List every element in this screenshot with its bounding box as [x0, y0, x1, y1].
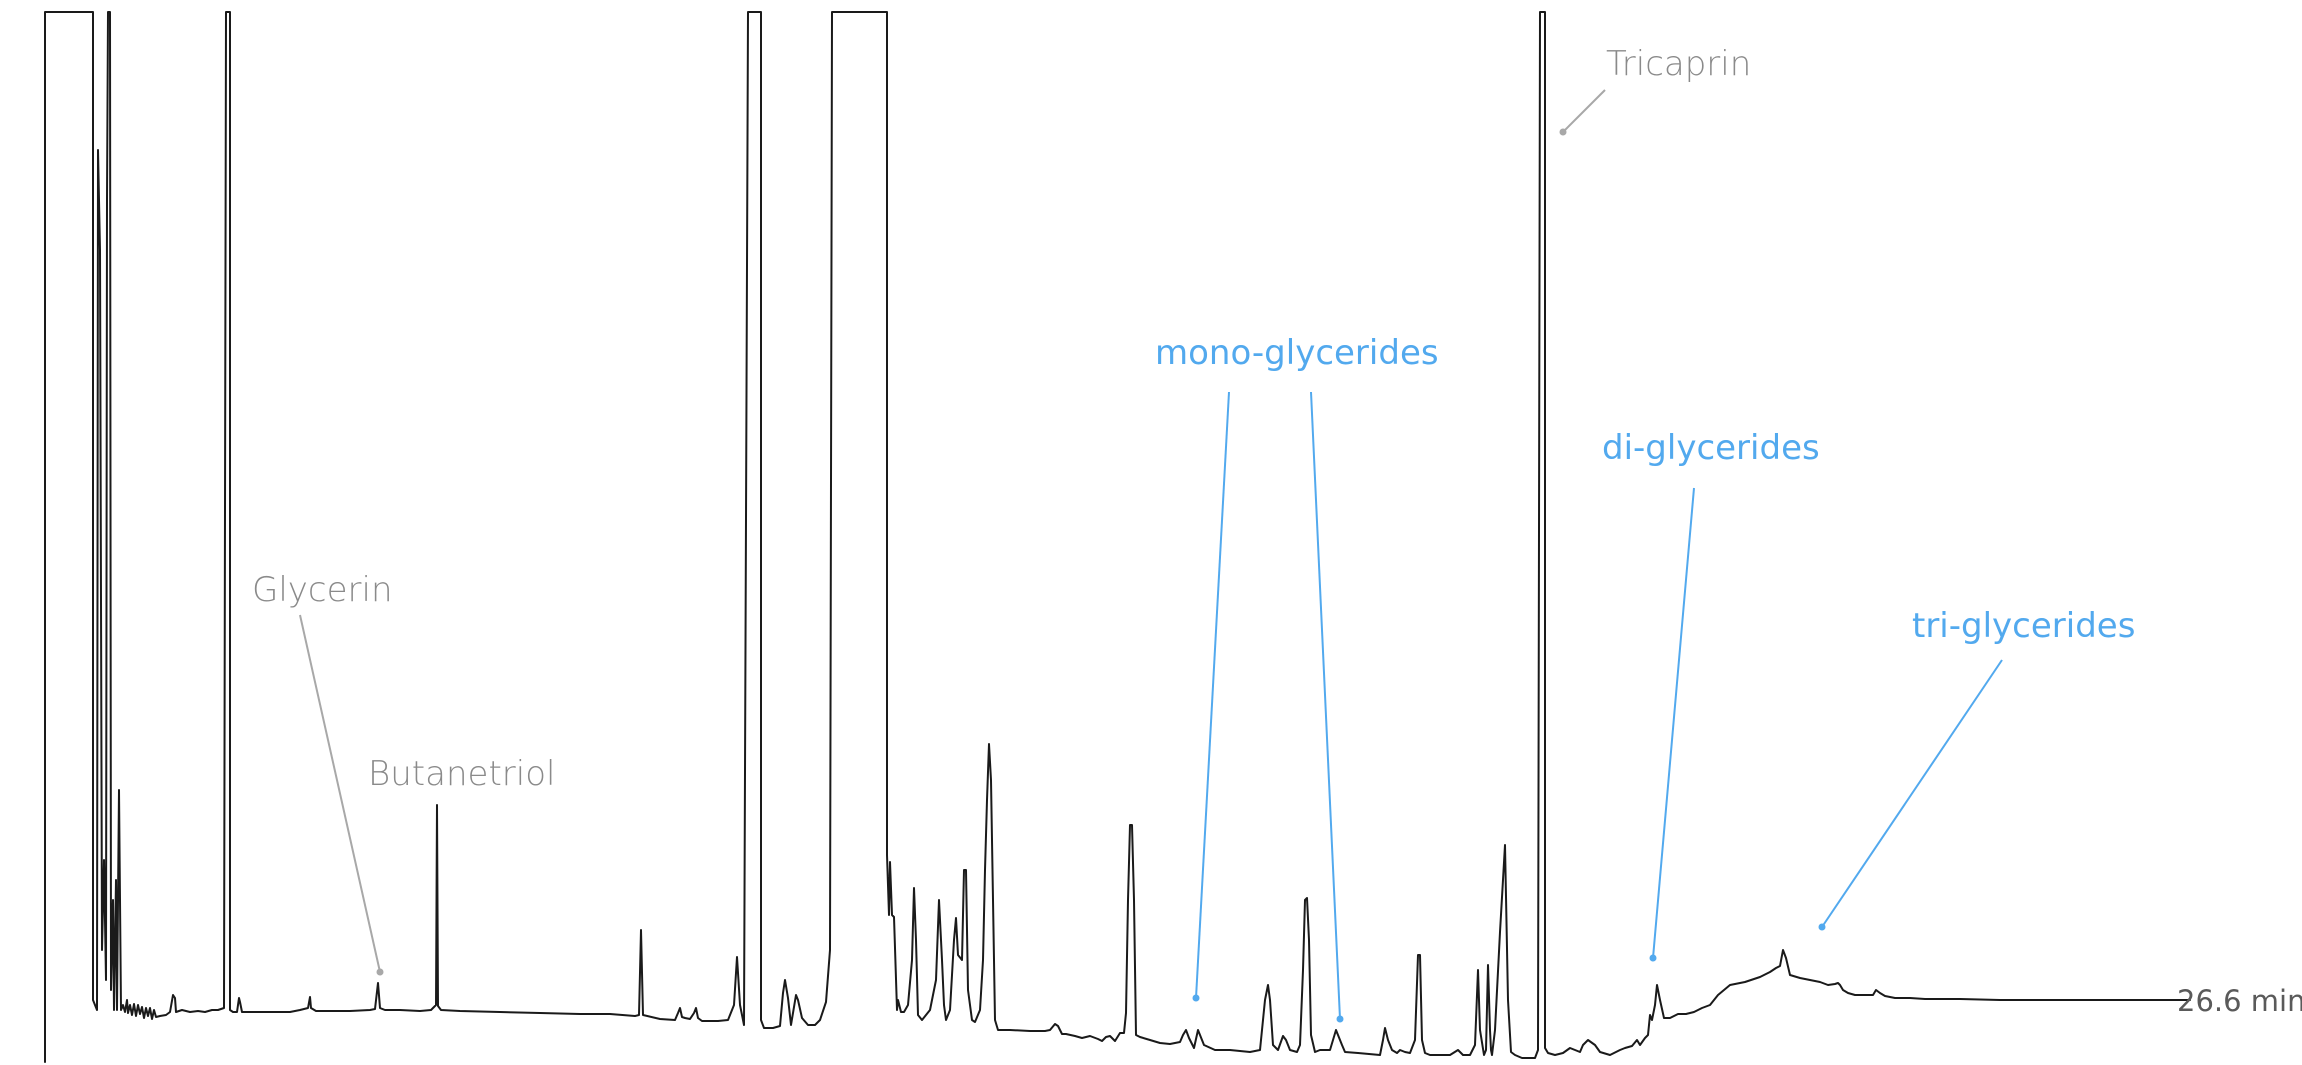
mono-glycerides-leader-line-2	[1310, 391, 1341, 1020]
di-glycerides-peak-marker	[1649, 954, 1657, 962]
di-glycerides-leader-line	[1652, 487, 1695, 959]
glycerin-peak-marker	[376, 968, 384, 976]
tricaprin-peak-marker	[1559, 128, 1567, 136]
tricaprin-label: Tricaprin	[1606, 44, 1751, 84]
run-end-time-label: 26.6 min	[2177, 984, 2302, 1018]
butanetriol-label: Butanetriol	[368, 754, 555, 794]
chromatogram-trace	[44, 11, 2191, 1063]
tri-glycerides-peak-marker	[1818, 923, 1826, 931]
mono-glycerides-label: mono-glycerides	[1155, 333, 1439, 373]
mono-glycerides-peak-marker-1	[1192, 994, 1200, 1002]
di-glycerides-label: di-glycerides	[1602, 428, 1820, 468]
mono-glycerides-peak-marker-2	[1336, 1015, 1344, 1023]
tri-glycerides-label: tri-glycerides	[1912, 606, 2135, 646]
glycerin-label: Glycerin	[252, 570, 393, 610]
mono-glycerides-leader-line-1	[1195, 391, 1230, 999]
glycerin-leader-line	[299, 614, 381, 973]
tri-glycerides-leader-line	[1821, 659, 2003, 928]
tricaprin-leader-line	[1562, 89, 1606, 133]
